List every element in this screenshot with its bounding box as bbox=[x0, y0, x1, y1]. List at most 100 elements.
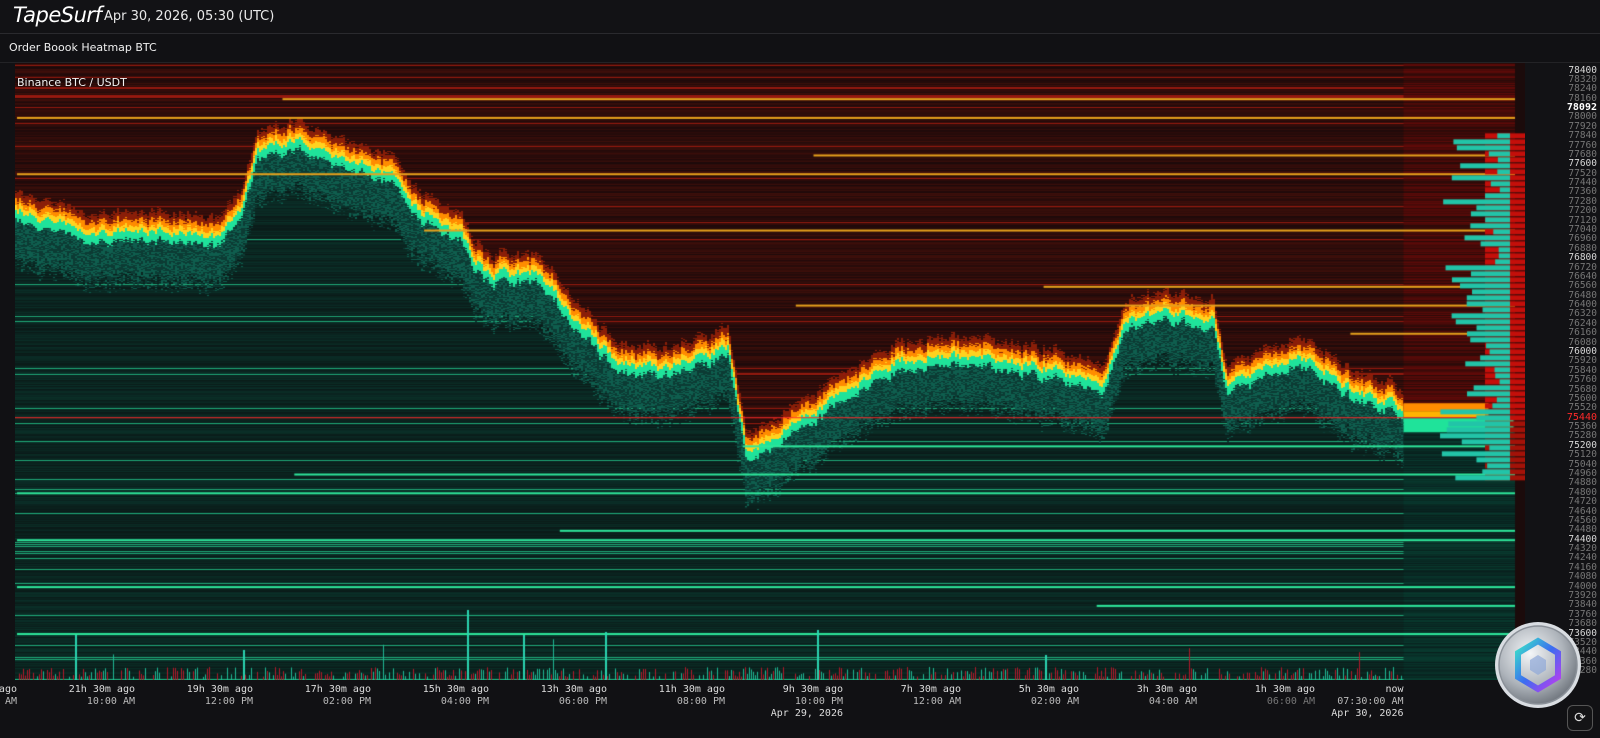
y-tick-label: 78000 bbox=[1568, 111, 1597, 123]
y-tick-label: 75280 bbox=[1568, 430, 1597, 442]
y-tick-label: 76960 bbox=[1568, 233, 1597, 245]
sub-header: Order Boook Heatmap BTC bbox=[0, 34, 1600, 63]
x-tick-time: 02:00 PM bbox=[322, 696, 371, 707]
y-tick-label: 73520 bbox=[1568, 636, 1597, 648]
y-tick-label: 74160 bbox=[1568, 561, 1597, 573]
y-tick-label: 73600 bbox=[1568, 627, 1597, 639]
x-tick-label: now 07:30:00 AM Apr 30, 2026 bbox=[1304, 684, 1404, 720]
y-tick-label: 75360 bbox=[1568, 421, 1597, 433]
y-tick-label: 74560 bbox=[1568, 514, 1597, 526]
x-tick-ago: 23h 30m ago bbox=[0, 684, 17, 695]
x-tick-label: 21h 30m ago 10:00 AM bbox=[35, 684, 135, 708]
x-tick-time: 04:00 AM bbox=[1148, 696, 1197, 707]
brand-logo[interactable]: TapeSurf bbox=[13, 3, 102, 27]
y-tick-label: 73680 bbox=[1568, 618, 1597, 630]
y-tick-label: 74880 bbox=[1568, 477, 1597, 489]
high-price-label: 78092 bbox=[1566, 102, 1597, 114]
y-tick-label: 74800 bbox=[1568, 486, 1597, 498]
exchange-pair-label: Binance BTC / USDT bbox=[17, 76, 127, 89]
y-tick-label: 77440 bbox=[1568, 177, 1597, 189]
y-tick-label: 73760 bbox=[1568, 608, 1597, 620]
y-tick-label: 73280 bbox=[1568, 665, 1597, 677]
current-datetime: Apr 30, 2026, 05:30 (UTC) bbox=[104, 9, 275, 24]
x-tick-ago: 21h 30m ago bbox=[68, 684, 135, 695]
x-tick-time: 06:00 AM bbox=[1266, 696, 1315, 707]
x-tick-time: 08:00 PM bbox=[676, 696, 725, 707]
y-tick-label: 76800 bbox=[1568, 252, 1597, 264]
y-tick-label: 76720 bbox=[1568, 261, 1597, 273]
x-tick-time: 12:00 PM bbox=[204, 696, 253, 707]
y-tick-label: 74400 bbox=[1568, 533, 1597, 545]
y-tick-label: 77600 bbox=[1568, 158, 1597, 170]
x-tick-ago: 5h 30m ago bbox=[1018, 684, 1079, 695]
y-tick-label: 76080 bbox=[1568, 336, 1597, 348]
x-tick-label: 13h 30m ago 06:00 PM bbox=[507, 684, 607, 708]
y-tick-label: 73440 bbox=[1568, 646, 1597, 658]
y-tick-label: 78400 bbox=[1568, 64, 1597, 76]
x-tick-label: 1h 30m ago 06:00 AM bbox=[1215, 684, 1315, 708]
y-tick-label: 74080 bbox=[1568, 571, 1597, 583]
price-axis[interactable]: 78400 78320 78240 78160 78000 77920 77840 77760… bbox=[1525, 63, 1600, 680]
coin-logo bbox=[1495, 622, 1581, 708]
y-tick-label: 76640 bbox=[1568, 270, 1597, 282]
refresh-icon: ⟳ bbox=[1574, 710, 1586, 726]
orderbook-heatmap[interactable] bbox=[15, 63, 1525, 680]
x-tick-time: 12:00 AM bbox=[912, 696, 961, 707]
y-tick-label: 76000 bbox=[1568, 346, 1597, 358]
y-tick-label: 73840 bbox=[1568, 599, 1597, 611]
y-tick-label: 78160 bbox=[1568, 92, 1597, 104]
x-tick-ago: now bbox=[1385, 684, 1404, 695]
y-tick-label: 74240 bbox=[1568, 552, 1597, 564]
x-tick-date: Apr 29, 2026 bbox=[770, 708, 843, 719]
current-price-label: 75440 bbox=[1566, 411, 1597, 423]
y-tick-label: 77280 bbox=[1568, 195, 1597, 207]
x-tick-label: 7h 30m ago 12:00 AM bbox=[861, 684, 961, 708]
x-tick-ago: 7h 30m ago bbox=[900, 684, 961, 695]
x-tick-time: 10:00 AM bbox=[86, 696, 135, 707]
y-tick-label: 74320 bbox=[1568, 543, 1597, 555]
y-tick-label: 73920 bbox=[1568, 590, 1597, 601]
y-tick-label: 77520 bbox=[1568, 167, 1597, 179]
refresh-button[interactable]: ⟳ bbox=[1567, 705, 1593, 731]
y-tick-label: 76480 bbox=[1568, 289, 1597, 301]
top-bar: TapeSurf Apr 30, 2026, 05:30 (UTC) bbox=[0, 0, 1600, 34]
y-tick-label: 76240 bbox=[1568, 317, 1597, 329]
page-title: Order Boook Heatmap BTC bbox=[9, 41, 157, 54]
y-tick-label: 77120 bbox=[1568, 214, 1597, 226]
y-tick-label: 75520 bbox=[1568, 402, 1597, 414]
x-tick-ago: 17h 30m ago bbox=[304, 684, 371, 695]
x-tick-label: 9h 30m ago 10:00 PM Apr 29, 2026 bbox=[743, 684, 843, 720]
y-tick-label: 78320 bbox=[1568, 73, 1597, 85]
x-tick-time: 08:00 AM bbox=[0, 696, 17, 707]
y-tick-label: 76880 bbox=[1568, 242, 1597, 254]
x-tick-time: 04:00 PM bbox=[440, 696, 489, 707]
y-tick-label: 74480 bbox=[1568, 524, 1597, 536]
y-tick-label: 75760 bbox=[1568, 374, 1597, 386]
y-tick-label: 74000 bbox=[1568, 580, 1597, 592]
y-tick-label: 76320 bbox=[1568, 308, 1597, 320]
x-tick-time: 02:00 AM bbox=[1030, 696, 1079, 707]
y-tick-label: 75680 bbox=[1568, 383, 1597, 395]
y-tick-label: 74720 bbox=[1568, 496, 1597, 508]
y-tick-label: 75920 bbox=[1568, 355, 1597, 367]
y-tick-label: 77920 bbox=[1568, 120, 1597, 132]
x-tick-time: 07:30:00 AM bbox=[1337, 696, 1404, 707]
x-tick-label: 17h 30m ago 02:00 PM bbox=[271, 684, 371, 708]
x-tick-ago: 19h 30m ago bbox=[186, 684, 253, 695]
y-tick-label: 75120 bbox=[1568, 449, 1597, 461]
y-tick-label: 77360 bbox=[1568, 186, 1597, 198]
x-tick-ago: 3h 30m ago bbox=[1136, 684, 1197, 695]
y-tick-label: 74640 bbox=[1568, 505, 1597, 517]
x-tick-label: 19h 30m ago 12:00 PM bbox=[153, 684, 253, 708]
x-tick-label: 15h 30m ago 04:00 PM bbox=[389, 684, 489, 708]
x-tick-ago: 1h 30m ago bbox=[1254, 684, 1315, 695]
x-tick-date: Apr 30, 2026 bbox=[1331, 708, 1404, 719]
y-tick-label: 74960 bbox=[1568, 468, 1597, 479]
y-tick-label: 76400 bbox=[1568, 299, 1597, 311]
x-tick-ago: 9h 30m ago bbox=[782, 684, 843, 695]
y-tick-label: 75200 bbox=[1568, 439, 1597, 451]
x-tick-time: 10:00 PM bbox=[794, 696, 843, 707]
y-tick-label: 77840 bbox=[1568, 130, 1597, 142]
x-tick-ago: 15h 30m ago bbox=[422, 684, 489, 695]
y-tick-label: 73360 bbox=[1568, 655, 1597, 667]
